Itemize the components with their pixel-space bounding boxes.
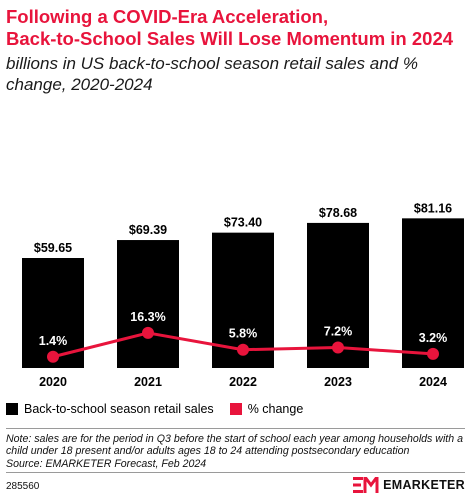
- em-logo-icon: [353, 477, 379, 493]
- legend-swatch-sales: [6, 403, 18, 415]
- line-point-2023: [332, 341, 344, 354]
- bar-2020: [22, 258, 84, 368]
- combo-chart: $59.65 $69.39 $73.40 $78.68 $81.16 1.4% 16.3%…: [22, 201, 464, 389]
- legend-swatch-change: [229, 403, 242, 415]
- legend: Back-to-school season retail sales % cha…: [6, 399, 319, 419]
- divider: [6, 428, 465, 429]
- divider: [6, 472, 465, 473]
- line-value-label-2024: 3.2%: [419, 331, 448, 345]
- chart-note: Note: sales are for the period in Q3 bef…: [6, 433, 468, 470]
- line-value-label-2020: 1.4%: [39, 334, 68, 348]
- bar-2021: [117, 240, 179, 368]
- bar-2024: [402, 218, 464, 368]
- chart-title: Following a COVID-Era Acceleration, Back…: [6, 6, 468, 50]
- line-point-2022: [237, 343, 249, 356]
- bar-value-label-2020: $59.65: [34, 241, 72, 255]
- line-point-2024: [427, 347, 439, 360]
- x-tick-label-2023: 2023: [324, 375, 352, 389]
- chart-title-line-1: Following a COVID-Era Acceleration,: [6, 6, 329, 27]
- bar-value-label-2022: $73.40: [224, 216, 262, 230]
- emarketer-logo: EMARKETER: [353, 477, 465, 493]
- chart-id: 285560: [6, 481, 40, 492]
- footer: 285560 EMARKETER: [0, 475, 471, 499]
- legend-item-sales: Back-to-school season retail sales: [6, 402, 214, 416]
- line-value-label-2022: 5.8%: [229, 327, 258, 341]
- chart-subtitle: billions in US back-to-school season ret…: [6, 54, 418, 94]
- brand-name: EMARKETER: [383, 478, 465, 492]
- bar-value-label-2023: $78.68: [319, 206, 357, 220]
- x-tick-label-2024: 2024: [419, 375, 447, 389]
- line-value-label-2021: 16.3%: [130, 310, 165, 324]
- bar-value-label-2024: $81.16: [414, 201, 452, 215]
- line-point-2020: [47, 350, 59, 363]
- chart-title-line-2: Back-to-School Sales Will Lose Momentum …: [6, 28, 454, 49]
- x-tick-label-2020: 2020: [39, 375, 67, 389]
- note-text: Note: sales are for the period in Q3 bef…: [6, 433, 463, 458]
- line-point-2021: [142, 326, 154, 339]
- legend-label-change: % change: [247, 402, 304, 416]
- bar-value-label-2021: $69.39: [129, 223, 167, 237]
- legend-item-change: % change: [229, 402, 304, 416]
- line-series: 1.4% 16.3% 5.8% 7.2% 3.2%: [39, 310, 448, 363]
- line-value-label-2023: 7.2%: [324, 324, 353, 338]
- x-tick-label-2022: 2022: [229, 375, 257, 389]
- bar-series: $59.65 $69.39 $73.40 $78.68 $81.16: [22, 201, 464, 368]
- x-axis: 2020 2021 2022 2023 2024: [39, 375, 447, 389]
- source-text: Source: EMARKETER Forecast, Feb 2024: [6, 457, 207, 470]
- legend-label-sales: Back-to-school season retail sales: [24, 402, 214, 416]
- x-tick-label-2021: 2021: [134, 375, 162, 389]
